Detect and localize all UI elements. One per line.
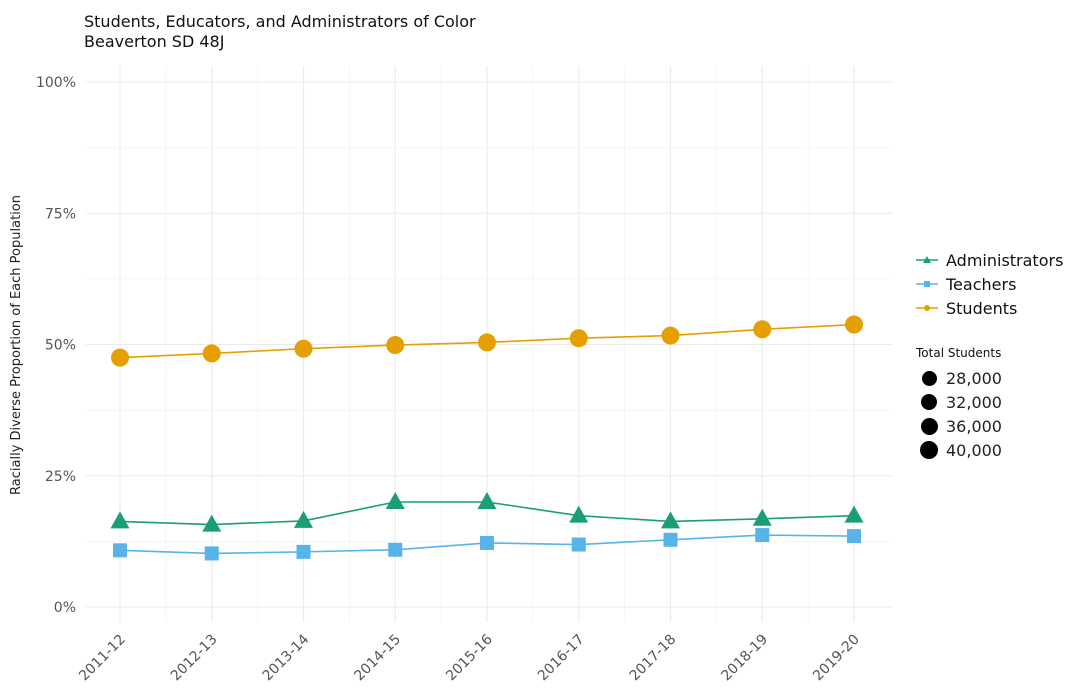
x-tick-label: 2017-18 (627, 632, 680, 685)
x-tick-label: 2016-17 (535, 632, 588, 685)
x-tick-label: 2015-16 (443, 631, 496, 684)
point-students (294, 339, 313, 358)
y-axis-ticks: 0% 25% 50% 75% 100% (36, 75, 76, 616)
legend-label-students: Students (946, 298, 1018, 318)
size-legend-item: 40,000 (916, 438, 1002, 462)
point-teachers (755, 528, 770, 543)
legend-item-teachers: Teachers (916, 272, 1063, 296)
chart-title-block: Students, Educators, and Administrators … (84, 12, 476, 52)
point-administrators (110, 511, 130, 529)
point-teachers (663, 532, 678, 547)
size-dot-icon (920, 417, 938, 435)
point-administrators (294, 510, 313, 528)
y-tick-label: 25% (45, 469, 76, 485)
legend-key-students (916, 305, 938, 311)
point-students (569, 329, 588, 348)
x-tick-label: 2019-20 (810, 632, 863, 685)
size-legend-label: 28,000 (946, 368, 1002, 388)
size-dot-icon (921, 370, 937, 386)
chart-title: Students, Educators, and Administrators … (84, 12, 476, 31)
x-axis-ticks: 2011-12 2012-13 2013-14 2014-15 2015-16 2016-… (76, 631, 863, 684)
legend-key-teachers (916, 281, 938, 287)
point-teachers (571, 537, 586, 552)
point-administrators (661, 511, 680, 529)
size-dot-icon (921, 394, 937, 410)
point-students (753, 320, 772, 339)
y-tick-label: 50% (45, 338, 76, 354)
point-teachers (296, 544, 311, 559)
series-legend: Administrators Teachers Students (916, 248, 1063, 320)
point-students (478, 333, 496, 352)
point-students (845, 315, 863, 334)
x-tick-label: 2018-19 (718, 632, 771, 685)
point-administrators (385, 492, 405, 509)
point-teachers (388, 542, 403, 557)
y-axis-label: Racially Diverse Proportion of Each Popu… (9, 195, 24, 495)
x-tick-label: 2014-15 (351, 632, 404, 685)
size-legend-item: 36,000 (916, 414, 1002, 438)
y-tick-label: 0% (54, 600, 76, 616)
size-legend-item: 28,000 (916, 366, 1002, 390)
point-administrators (477, 492, 497, 509)
size-legend: Total Students 28,000 32,000 36,000 40,0… (916, 346, 1002, 462)
size-legend-label: 40,000 (946, 440, 1002, 460)
point-administrators (844, 505, 864, 523)
size-dot-icon (920, 441, 938, 459)
size-legend-label: 32,000 (946, 392, 1002, 412)
point-teachers (480, 535, 494, 550)
size-legend-title: Total Students (916, 346, 1002, 360)
x-tick-label: 2013-14 (260, 631, 313, 684)
y-tick-label: 75% (45, 206, 76, 222)
chart-subtitle: Beaverton SD 48J (84, 32, 225, 51)
legend-label-administrators: Administrators (946, 250, 1064, 270)
point-teachers (847, 529, 861, 544)
legend-label-teachers: Teachers (946, 274, 1017, 294)
x-tick-label: 2011-12 (76, 632, 129, 685)
point-students (111, 348, 129, 367)
point-students (386, 336, 405, 355)
size-legend-label: 36,000 (946, 416, 1002, 436)
legend-key-administrators (916, 256, 938, 263)
y-tick-label: 100% (36, 75, 76, 91)
x-tick-label: 2012-13 (168, 632, 221, 685)
point-administrators (202, 514, 222, 532)
size-legend-item: 32,000 (916, 390, 1002, 414)
series-layer (110, 315, 864, 561)
point-teachers (204, 546, 219, 561)
legend-item-administrators: Administrators (916, 248, 1063, 272)
point-administrators (569, 505, 589, 523)
legend-item-students: Students (916, 296, 1063, 320)
point-students (202, 344, 221, 363)
point-students (661, 326, 680, 345)
point-administrators (752, 508, 772, 526)
point-teachers (113, 543, 127, 558)
